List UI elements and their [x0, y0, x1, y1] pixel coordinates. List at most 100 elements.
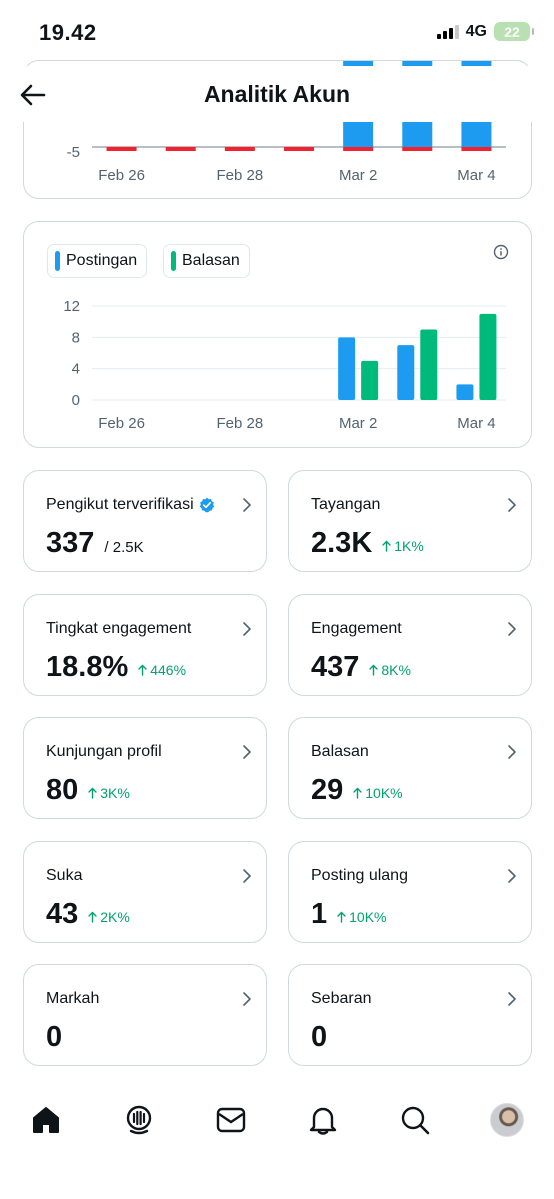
stat-change: 10K% [353, 785, 403, 801]
negative-bar [461, 147, 492, 151]
stat-card-sebaran[interactable]: Sebaran 0 [288, 964, 532, 1066]
stat-change-value: 10K% [365, 785, 403, 801]
chevron-right-icon [508, 745, 516, 759]
stat-label-text: Pengikut terverifikasi [46, 496, 194, 513]
stat-value-row: 337 / 2.5K [46, 527, 144, 560]
stat-value: 1 [311, 898, 328, 930]
stat-value-row: 29 10K% [311, 774, 403, 807]
stat-value: 0 [311, 1021, 328, 1053]
network-type: 4G [465, 22, 487, 40]
stat-change-value: 446% [150, 662, 187, 678]
y-tick-label: 4 [72, 361, 80, 378]
stat-change-value: 10K% [349, 909, 387, 925]
stat-value: 337 [46, 527, 95, 559]
bar-postingan-mar-4 [456, 384, 474, 400]
stat-card-tayangan[interactable]: Tayangan 2.3K 1K% [288, 470, 532, 572]
back-arrow-icon [20, 84, 46, 106]
search-icon[interactable] [397, 1102, 433, 1138]
arrow-up-icon [138, 664, 147, 676]
stat-label: Engagement [311, 620, 402, 638]
stat-value: 18.8% [46, 651, 129, 683]
arrow-up-icon [353, 787, 362, 799]
legend-postingan[interactable]: Postingan [47, 244, 148, 278]
stat-change-value: 2K% [100, 909, 130, 925]
x-tick-label: Mar 2 [339, 167, 377, 184]
posts-replies-chart-card: Postingan Balasan 0 4 8 12 Feb 26 Feb 28 Mar 2… [23, 221, 532, 448]
stat-label-text: Markah [46, 990, 100, 1007]
chevron-right-icon [508, 992, 516, 1006]
stat-label-text: Engagement [311, 620, 402, 637]
header: Analitik Akun [0, 66, 554, 122]
arrow-up-icon [88, 787, 97, 799]
stat-change-value: 3K% [100, 785, 130, 801]
verified-badge-icon [199, 497, 214, 513]
bar-balasan-mar-3 [420, 329, 438, 400]
status-indicators: 4G 22 [436, 22, 534, 41]
status-time: 19.42 [39, 20, 97, 45]
messages-icon[interactable] [213, 1102, 249, 1138]
stat-change: 2K% [88, 909, 130, 925]
stat-label-text: Kunjungan profil [46, 743, 162, 760]
legend-swatch-blue [55, 251, 60, 271]
back-button[interactable] [18, 80, 48, 110]
page-title: Analitik Akun [203, 81, 351, 107]
arrow-up-icon [337, 911, 346, 923]
chevron-right-icon [243, 745, 251, 759]
stat-card-pengikut-terverifikasi[interactable]: Pengikut terverifikasi 337 / 2.5K [23, 470, 267, 572]
stat-value: 80 [46, 774, 79, 806]
bottom-nav [0, 1082, 554, 1160]
stat-label-text: Sebaran [311, 990, 372, 1007]
info-icon[interactable] [493, 244, 509, 260]
battery-icon: 22 [494, 22, 534, 41]
negative-bar [402, 147, 433, 151]
chevron-right-icon [508, 869, 516, 883]
profile-avatar [490, 1103, 524, 1137]
negative-bar [284, 147, 314, 151]
legend-balasan[interactable]: Balasan [163, 244, 250, 278]
x-tick-label: Mar 4 [457, 167, 495, 184]
stat-value-row: 1 10K% [311, 898, 387, 931]
x-tick-label: Mar 4 [457, 415, 495, 432]
bar-balasan-mar-2 [361, 360, 379, 400]
stat-value: 437 [311, 651, 360, 683]
stat-card-posting-ulang[interactable]: Posting ulang 1 10K% [288, 841, 532, 943]
stat-change-value: 1K% [394, 538, 424, 554]
stat-value-row: 43 2K% [46, 898, 130, 931]
x-tick-label: Feb 28 [217, 167, 264, 184]
y-tick-label: 8 [72, 329, 80, 346]
grok-icon[interactable] [121, 1102, 157, 1138]
arrow-up-icon [369, 664, 379, 676]
legend-label: Balasan [182, 252, 240, 269]
stat-value-row: 437 8K% [311, 651, 411, 684]
stat-card-engagement[interactable]: Engagement 437 8K% [288, 594, 532, 696]
y-tick-label: 12 [63, 298, 80, 315]
stat-change: 3K% [88, 785, 130, 801]
stat-label-text: Suka [46, 867, 83, 884]
stat-label-text: Tingkat engagement [46, 620, 192, 637]
stat-card-balasan[interactable]: Balasan 29 10K% [288, 717, 532, 819]
chevron-right-icon [243, 622, 251, 636]
stat-label: Markah [46, 990, 99, 1008]
stat-value-row: 80 3K% [46, 774, 130, 807]
stat-value: 0 [46, 1021, 63, 1053]
y-tick-label: 0 [72, 392, 80, 409]
bar-postingan-mar-2 [338, 337, 356, 400]
stat-value: 29 [311, 774, 344, 806]
stat-card-markah[interactable]: Markah 0 [23, 964, 267, 1066]
stat-value: 43 [46, 898, 79, 930]
avatar[interactable] [489, 1102, 525, 1138]
legend-label: Postingan [66, 252, 138, 269]
negative-bar [106, 147, 137, 151]
x-tick-label: Mar 2 [339, 415, 377, 432]
bar-postingan-mar-3 [397, 345, 415, 400]
notifications-icon[interactable] [305, 1102, 341, 1138]
stat-card-suka[interactable]: Suka 43 2K% [23, 841, 267, 943]
chevron-right-icon [508, 498, 516, 512]
negative-bar [343, 147, 374, 151]
bar-balasan-mar-4 [479, 313, 497, 400]
stat-card-kunjungan-profil[interactable]: Kunjungan profil 80 3K% [23, 717, 267, 819]
home-icon[interactable] [28, 1102, 64, 1138]
status-bar: 19.42 4G 22 [0, 0, 554, 66]
stat-card-tingkat-engagement[interactable]: Tingkat engagement 18.8% 446% [23, 594, 267, 696]
stat-label: Tayangan [311, 496, 380, 514]
